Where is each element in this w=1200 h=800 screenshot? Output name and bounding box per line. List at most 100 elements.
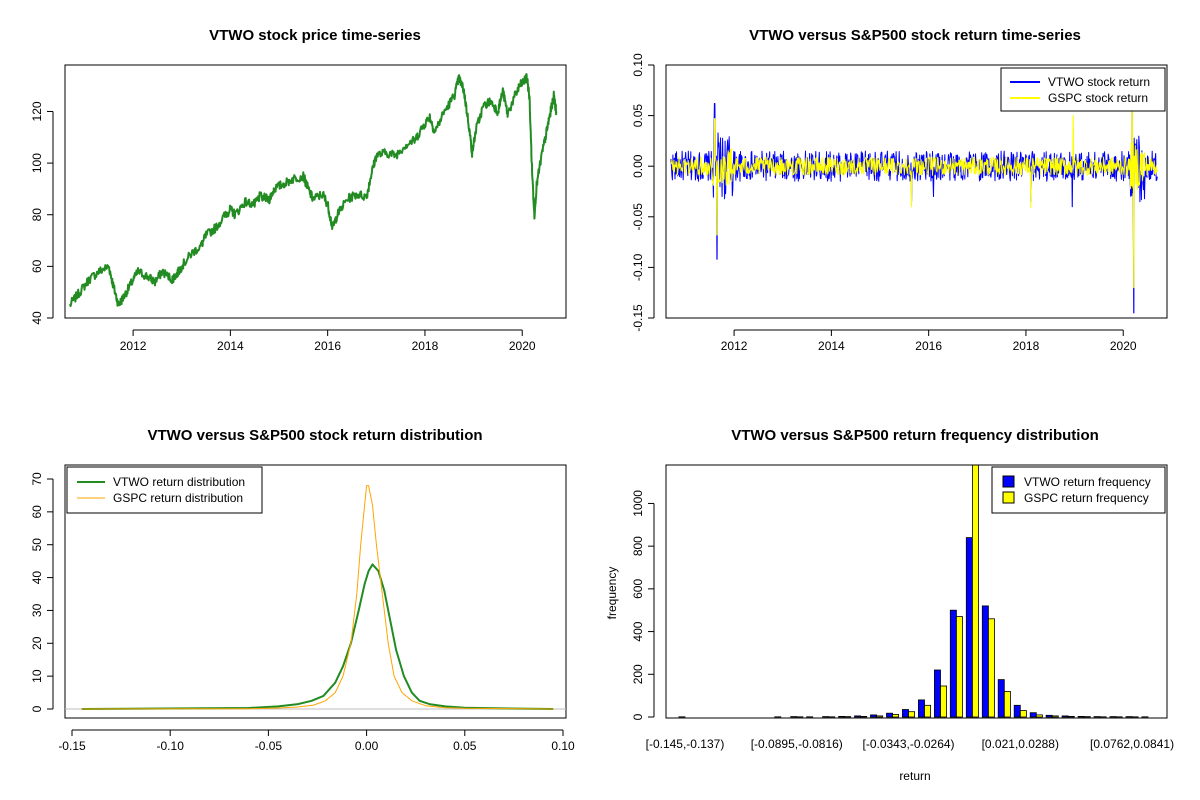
price-x-tick-label: 2014 [217, 339, 244, 353]
gspc-frequency-bar [1019, 710, 1027, 718]
legend-swatch-vtwo-freq [1002, 475, 1015, 488]
frequency-legend: VTWO return frequency GSPC return freque… [991, 466, 1166, 514]
distribution-y-tick-label: 10 [30, 669, 44, 683]
vtwo-frequency-bar [1029, 712, 1037, 718]
return-ts-y-tick-label: -0.05 [631, 203, 645, 231]
return-ts-legend-box [1000, 67, 1166, 112]
price-y-tick-label: 80 [30, 208, 44, 222]
gspc-frequency-bar [940, 685, 947, 718]
return-ts-chart-title: VTWO versus S&P500 stock return time-ser… [749, 27, 1081, 44]
gspc-frequency-bar [956, 616, 963, 718]
frequency-y-tick-label: 800 [631, 536, 645, 556]
price-y-tick-label: 40 [30, 311, 44, 325]
price-y-tick-label: 60 [30, 259, 44, 273]
frequency-y-tick-label: 600 [631, 579, 645, 599]
vtwo-density-line [81, 563, 554, 710]
frequency-y-tick-label: 0 [631, 713, 645, 720]
gspc-frequency-bar [876, 715, 884, 718]
price-y-tick-label: 100 [30, 153, 44, 173]
frequency-panel: VTWO versus S&P500 return frequency dist… [605, 427, 1174, 783]
distribution-x-tick-label: 0.10 [551, 739, 575, 753]
distribution-x-tick-label: 0.05 [453, 739, 477, 753]
gspc-frequency-bar [924, 704, 931, 718]
return-ts-y-tick-label: -0.10 [631, 253, 645, 281]
vtwo-frequency-bar [965, 537, 973, 718]
vtwo-frequency-bar [1013, 704, 1021, 718]
legend-label-gspc-freq: GSPC return frequency [1024, 491, 1149, 505]
vtwo-frequency-bar [854, 715, 861, 718]
distribution-y-tick-label: 70 [30, 472, 44, 486]
gspc-frequency-bar [860, 716, 868, 718]
return-ts-x-tick-label: 2016 [915, 339, 942, 353]
return-ts-y-tick-label: 0.10 [631, 53, 645, 77]
vtwo-frequency-bar [838, 716, 846, 718]
distribution-y-tick-label: 20 [30, 636, 44, 650]
return-ts-x-tick-label: 2020 [1110, 339, 1137, 353]
frequency-x-tick-label: [0.021,0.0288) [982, 737, 1059, 751]
return-ts-x-tick-label: 2014 [818, 339, 845, 353]
frequency-chart-title: VTWO versus S&P500 return frequency dist… [731, 427, 1099, 444]
distribution-y-tick-label: 0 [30, 705, 44, 712]
frequency-y-tick-label: 400 [631, 621, 645, 641]
return-ts-x-tick-label: 2012 [721, 339, 748, 353]
distribution-y-tick-label: 30 [30, 603, 44, 617]
gspc-density-line [81, 485, 554, 710]
vtwo-frequency-bar [1077, 716, 1085, 718]
distribution-x-tick-label: -0.05 [255, 739, 283, 753]
distribution-legend-box [66, 466, 263, 514]
distribution-y-tick-label: 40 [30, 571, 44, 585]
price-x-tick-label: 2016 [314, 339, 341, 353]
gspc-frequency-bar [988, 618, 995, 718]
return-ts-x-tick-label: 2018 [1013, 339, 1040, 353]
distribution-x-tick-label: 0.00 [355, 739, 379, 753]
return-ts-y-tick-label: 0.00 [631, 154, 645, 178]
price-plot-frame [64, 64, 567, 319]
vtwo-frequency-bar [902, 709, 909, 718]
return-ts-panel: VTWO versus S&P500 stock return time-ser… [631, 27, 1168, 353]
vtwo-frequency-bar [949, 609, 957, 718]
legend-label-vtwo-freq: VTWO return frequency [1024, 475, 1151, 489]
distribution-y-tick-label: 60 [30, 505, 44, 519]
vtwo-frequency-bar [918, 699, 925, 718]
vtwo-frequency-bar [886, 712, 893, 718]
gspc-frequency-bar [1067, 716, 1075, 718]
price-x-tick-label: 2020 [509, 339, 536, 353]
frequency-x-tick-label: [-0.0343,-0.0264) [862, 737, 954, 751]
legend-label-gspc-dist: GSPC return distribution [113, 491, 243, 505]
frequency-x-axis-label: return [899, 769, 930, 783]
vtwo-frequency-bar [870, 714, 877, 718]
vtwo-frequency-bar [997, 679, 1005, 718]
gspc-frequency-bar [1035, 714, 1043, 718]
return-ts-plot-frame [665, 64, 1168, 319]
distribution-plot-frame [64, 464, 567, 719]
price-y-tick-label: 120 [30, 101, 44, 121]
frequency-legend-box [991, 466, 1166, 514]
frequency-y-axis-label: frequency [605, 567, 619, 620]
vtwo-price-line [68, 73, 558, 307]
distribution-legend: VTWO return distribution GSPC return dis… [66, 466, 263, 514]
vtwo-frequency-bar [981, 605, 989, 718]
gspc-frequency-bar [972, 464, 979, 718]
gspc-return-line [670, 70, 1158, 289]
frequency-x-tick-label: [-0.0895,-0.0816) [751, 737, 843, 751]
return-ts-y-tick-label: 0.05 [631, 104, 645, 128]
distribution-panel: VTWO versus S&P500 stock return distribu… [30, 427, 575, 753]
distribution-x-tick-label: -0.10 [157, 739, 185, 753]
distribution-chart-title: VTWO versus S&P500 stock return distribu… [147, 427, 482, 444]
vtwo-frequency-bar [934, 669, 941, 718]
distribution-y-tick-label: 50 [30, 538, 44, 552]
frequency-x-tick-label: [-0.145,-0.137) [646, 737, 725, 751]
gspc-frequency-bar [908, 711, 915, 718]
vtwo-frequency-bar [1061, 715, 1069, 718]
price-panel: VTWO stock price time-series 2012 2014 201… [30, 27, 567, 353]
price-chart-title: VTWO stock price time-series [209, 27, 421, 44]
frequency-plot-frame [665, 464, 1168, 719]
frequency-x-tick-label: [0.0762,0.0841) [1090, 737, 1174, 751]
price-x-tick-label: 2018 [412, 339, 439, 353]
legend-label-vtwo-dist: VTWO return distribution [113, 475, 245, 489]
vtwo-frequency-bar [1045, 714, 1053, 718]
frequency-y-tick-label: 1000 [631, 490, 645, 517]
frequency-y-tick-label: 200 [631, 664, 645, 684]
price-x-tick-label: 2012 [120, 339, 147, 353]
